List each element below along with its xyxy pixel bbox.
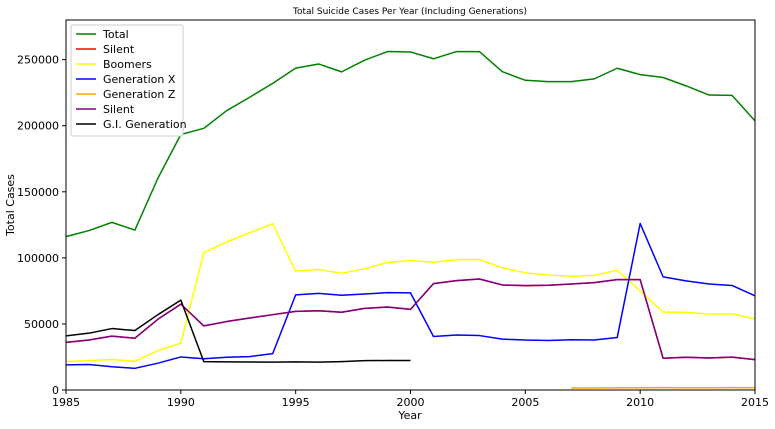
y-tick-label: 100000 xyxy=(17,252,59,265)
axes: 1985 1990 1995 2000 2005 2010 2015 0 50000 100000… xyxy=(17,19,769,409)
legend-label: Silent xyxy=(103,43,135,56)
x-tick-label: 2000 xyxy=(397,396,425,409)
x-tick-label: 1990 xyxy=(167,396,195,409)
y-axis-title: Total Cases xyxy=(4,174,17,237)
y-tick-label: 150000 xyxy=(17,186,59,199)
x-tick-label: 2010 xyxy=(626,396,654,409)
legend-label: Total xyxy=(102,28,129,41)
legend-label: Silent xyxy=(103,103,135,116)
legend-label: Generation Z xyxy=(103,88,176,101)
series-line-6 xyxy=(65,299,411,363)
y-tick-label: 50000 xyxy=(24,318,59,331)
plot-area xyxy=(65,50,756,389)
legend-label: G.I. Generation xyxy=(103,118,187,131)
chart-title: Total Suicide Cases Per Year (Including … xyxy=(292,7,527,17)
legend-label: Boomers xyxy=(103,58,152,71)
legend-label: Generation X xyxy=(103,73,176,86)
legend: Total Silent Boomers Generation X Generation… xyxy=(70,24,187,137)
x-axis-title: Year xyxy=(397,409,422,422)
y-tick-label: 0 xyxy=(52,384,59,397)
y-tick-label: 250000 xyxy=(17,54,59,67)
legend-box xyxy=(70,24,184,137)
x-tick-label: 1995 xyxy=(282,396,310,409)
x-tick-label: 2015 xyxy=(741,396,769,409)
x-tick-label: 1985 xyxy=(52,396,80,409)
y-tick-label: 200000 xyxy=(17,120,59,133)
x-tick-label: 2005 xyxy=(511,396,539,409)
